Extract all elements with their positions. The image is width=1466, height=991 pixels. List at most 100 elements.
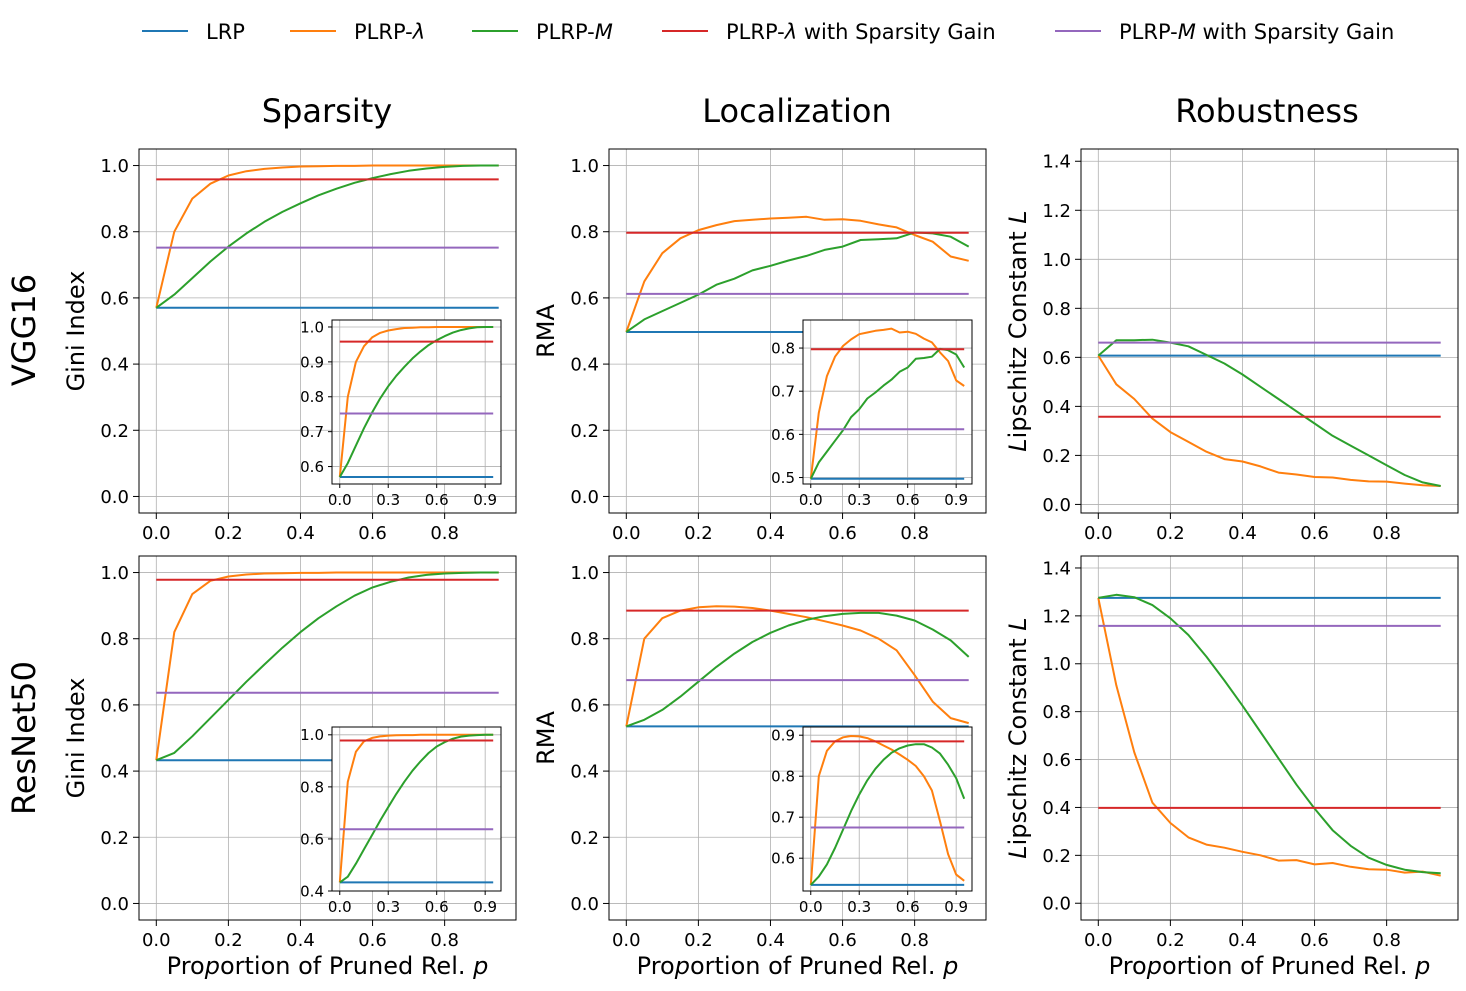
inset-plot-area (332, 320, 501, 484)
x-tick-label: 0.3 (847, 491, 871, 509)
x-tick-label: 0.6 (1300, 930, 1329, 951)
y-tick-label: 1.0 (300, 318, 324, 336)
x-tick-label: 0.0 (142, 930, 171, 951)
inset-series-group (809, 327, 966, 480)
y-tick-label: 0.6 (100, 695, 129, 716)
x-tick-label: 0.4 (1228, 523, 1257, 544)
legend-label: PLRP-λ (354, 20, 425, 44)
x-tick-label: 0.0 (1084, 930, 1113, 951)
x-tick-label: 0.6 (828, 930, 857, 951)
y-tick-label: 0.6 (300, 830, 324, 848)
inset-axes-frame (802, 726, 973, 892)
x-tick-label: 0.8 (430, 930, 459, 951)
y-tick-label: 0.8 (570, 629, 599, 650)
column-title-localization: Localization (702, 92, 892, 130)
legend: LRP PLRP-λ PLRP-M PLRP-λ with Sparsity Gain… (142, 20, 1394, 44)
inset-ticks: 0.0 0.3 0.6 0.9 0.5 0.6 0.7 0.8 (771, 339, 968, 509)
series-plrp-m (155, 164, 499, 309)
inset-ticks: 0.0 0.3 0.6 0.9 0.6 0.7 0.8 0.9 1.0 (300, 318, 497, 509)
y-tick-label: 0.4 (300, 882, 324, 900)
inset-plot-area (332, 727, 501, 891)
x-tick-label: 0.0 (328, 491, 352, 509)
inset-axes-frame (802, 319, 973, 485)
subplot-vgg16-sparsity: 0.0 0.2 0.4 0.6 0.8 0.0 0.2 0.4 0.6 0.8 1.0 Gini In… (62, 148, 517, 544)
y-tick-label: 0.9 (300, 353, 324, 371)
y-tick-label: 1.0 (570, 563, 599, 584)
y-tick-label: 0.8 (300, 778, 324, 796)
y-tick-label: 1.2 (1042, 606, 1071, 627)
series-plrp-m (155, 571, 499, 762)
y-axis-label: Lipschitz Constant L (1004, 617, 1032, 858)
y-tick-label: 0.4 (1042, 798, 1071, 819)
x-tick-label: 0.2 (1156, 523, 1185, 544)
x-tick-label: 0.6 (828, 523, 857, 544)
legend-label: PLRP-M (536, 20, 613, 44)
y-axis-label: Lipschitz Constant L (1004, 210, 1032, 451)
series-group (1097, 593, 1441, 877)
x-tick-label: 0.8 (1372, 523, 1401, 544)
x-tick-label: 0.6 (425, 491, 449, 509)
x-tick-label: 0.4 (286, 930, 315, 951)
inset-grid (332, 320, 501, 484)
y-tick-label: 0.2 (100, 421, 129, 442)
inset-grid (803, 727, 972, 891)
subplot-resnet50-localization: 0.0 0.2 0.4 0.6 0.8 0.0 0.2 0.4 0.6 0.8 1.0 RMA Prop… (532, 555, 987, 980)
y-tick-label: 0.8 (1042, 299, 1071, 320)
ticks: 0.0 0.2 0.4 0.6 0.8 0.0 0.2 0.4 0.6 0.8 1.0 (100, 563, 459, 951)
inset-vgg16-localization: 0.0 0.3 0.6 0.9 0.5 0.6 0.7 0.8 (771, 319, 973, 509)
x-tick-label: 0.2 (684, 523, 713, 544)
x-tick-label: 0.0 (1084, 523, 1113, 544)
y-tick-label: 0.0 (570, 487, 599, 508)
subplot-resnet50-sparsity: 0.0 0.2 0.4 0.6 0.8 0.0 0.2 0.4 0.6 0.8 1.0 Gini In… (62, 555, 517, 980)
y-tick-label: 0.2 (570, 828, 599, 849)
y-tick-label: 0.0 (100, 487, 129, 508)
axes-frame (608, 148, 987, 514)
y-tick-label: 0.8 (771, 339, 795, 357)
x-tick-label: 0.3 (847, 898, 871, 916)
y-tick-label: 0.8 (570, 222, 599, 243)
x-tick-label: 0.8 (1372, 930, 1401, 951)
y-tick-label: 0.6 (1042, 750, 1071, 771)
series-group (155, 571, 499, 762)
x-tick-label: 0.2 (684, 930, 713, 951)
inset-plot-area (803, 727, 972, 891)
y-tick-label: 1.0 (1042, 250, 1071, 271)
subplot-grid: 0.0 0.2 0.4 0.6 0.8 0.0 0.2 0.4 0.6 0.8 1.0 Gini In… (62, 148, 1459, 980)
y-tick-label: 0.5 (771, 469, 795, 487)
y-axis-label: RMA (532, 304, 560, 358)
inset-series-plrp-lambda (338, 326, 494, 478)
plot-area (1081, 149, 1458, 513)
series-plrp-m (625, 611, 970, 728)
y-tick-label: 1.0 (100, 563, 129, 584)
x-tick-label: 0.2 (214, 930, 243, 951)
y-tick-label: 0.7 (771, 383, 795, 401)
series-plrp-m (1097, 338, 1441, 487)
ticks: 0.0 0.2 0.4 0.6 0.8 0.0 0.2 0.4 0.6 0.8 1.0 (100, 156, 459, 544)
axes-frame (1080, 148, 1459, 514)
y-tick-label: 0.8 (300, 388, 324, 406)
x-tick-label: 0.3 (376, 898, 400, 916)
y-tick-label: 0.2 (1042, 446, 1071, 467)
series-group (1097, 338, 1441, 487)
axes-frame (1080, 555, 1459, 921)
x-tick-label: 0.4 (756, 523, 785, 544)
y-tick-label: 1.0 (100, 156, 129, 177)
x-tick-label: 0.6 (896, 898, 920, 916)
grid (1081, 149, 1458, 513)
series-group (155, 164, 499, 309)
y-tick-label: 0.2 (570, 421, 599, 442)
x-tick-label: 0.0 (799, 491, 823, 509)
inset-resnet50-localization: 0.0 0.3 0.6 0.9 0.6 0.7 0.8 0.9 (771, 726, 973, 916)
legend-entry-plrp-lambda: PLRP-λ (290, 20, 425, 44)
legend-label: PLRP-λ with Sparsity Gain (726, 20, 996, 44)
inset-series-group (338, 733, 494, 884)
x-tick-label: 0.8 (900, 930, 929, 951)
inset-plot-area (803, 320, 972, 484)
inset-series-plrp-m (338, 326, 494, 478)
x-tick-label: 0.6 (896, 491, 920, 509)
y-tick-label: 1.2 (1042, 201, 1071, 222)
series-plrp-lambda (155, 164, 499, 309)
series-plrp-m (1098, 593, 1441, 875)
